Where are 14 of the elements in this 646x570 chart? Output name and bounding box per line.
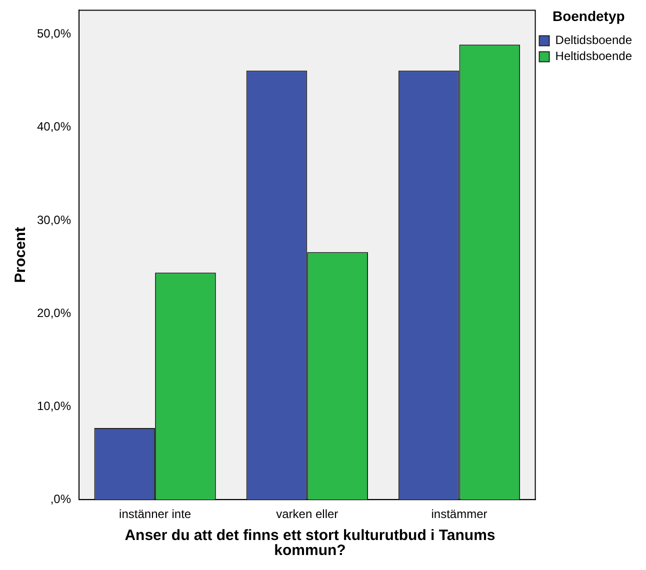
y-tick-label: 10,0% <box>36 398 72 413</box>
x-tick-label: instämmer <box>431 507 488 522</box>
x-axis-title: Anser du att det finns ett stort kulturutbud i Tanums kommun? <box>124 527 496 559</box>
y-tick-label: 50,0% <box>36 26 72 41</box>
y-axis-title: Procent <box>12 226 30 283</box>
y-tick-label: 20,0% <box>36 306 72 320</box>
legend-label: Deltidsboende <box>555 33 632 48</box>
y-tick-label: 30,0% <box>36 212 72 227</box>
y-tick-label: ,0% <box>50 492 72 506</box>
x-tick-label: instänner inte <box>119 507 192 522</box>
legend-label: Heltidsboende <box>555 49 632 64</box>
legend-title: Boendetyp <box>552 8 625 24</box>
y-tick-label: 40,0% <box>36 120 72 134</box>
x-tick-label: varken eller <box>276 507 338 522</box>
